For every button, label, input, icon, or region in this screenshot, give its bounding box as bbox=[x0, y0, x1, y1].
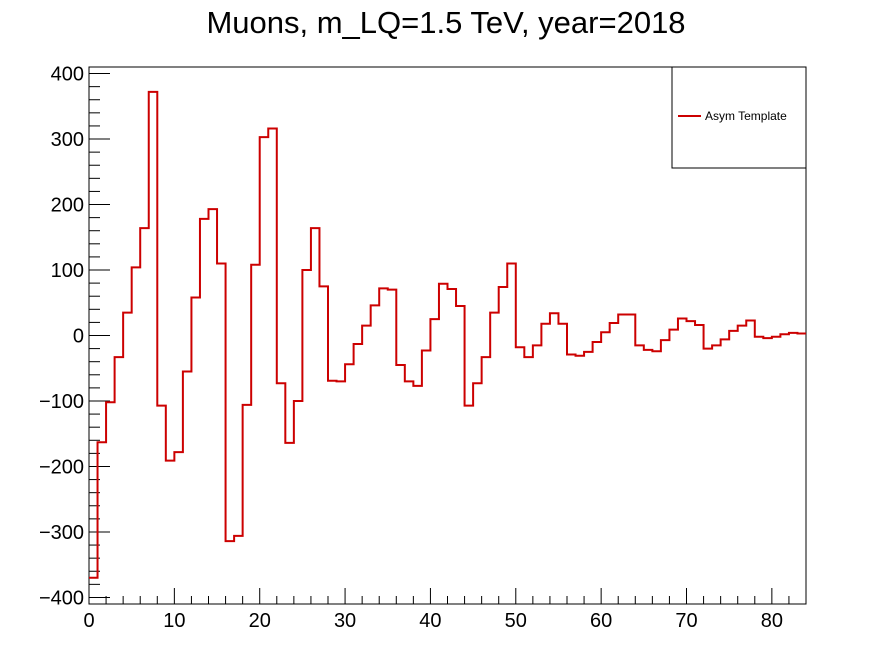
x-tick-label: 40 bbox=[419, 610, 441, 632]
x-tick-label: 30 bbox=[334, 610, 356, 632]
x-tick-label: 80 bbox=[761, 610, 783, 632]
y-tick-label: −400 bbox=[39, 587, 84, 609]
legend: Asym Template bbox=[671, 66, 807, 169]
x-axis: 0 10 20 30 40 50 60 70 80 bbox=[83, 588, 807, 632]
y-tick-label: −300 bbox=[39, 522, 84, 544]
x-tick-label: 50 bbox=[505, 610, 527, 632]
series-layer bbox=[89, 90, 806, 579]
y-tick-label: 400 bbox=[51, 64, 84, 86]
y-tick-label: −200 bbox=[39, 456, 84, 478]
x-tick-label: 70 bbox=[675, 610, 697, 632]
x-tick-label: 60 bbox=[590, 610, 612, 632]
legend-box bbox=[671, 66, 807, 169]
x-tick-label: 20 bbox=[249, 610, 271, 632]
series-line-asym-template bbox=[89, 90, 806, 579]
y-tick-label: 0 bbox=[73, 326, 84, 348]
y-tick-label: 200 bbox=[51, 195, 84, 217]
x-tick-label: 0 bbox=[83, 610, 94, 632]
y-tick-label: 300 bbox=[51, 129, 84, 151]
legend-label-asym-template: Asym Template bbox=[705, 109, 787, 123]
y-tick-label: 100 bbox=[51, 260, 84, 282]
y-tick-label: −100 bbox=[39, 391, 84, 413]
x-tick-label: 10 bbox=[163, 610, 185, 632]
y-axis: −400 −300 −200 −100 0 100 200 300 400 bbox=[39, 64, 110, 609]
chart-title: Muons, m_LQ=1.5 TeV, year=2018 bbox=[206, 5, 685, 40]
